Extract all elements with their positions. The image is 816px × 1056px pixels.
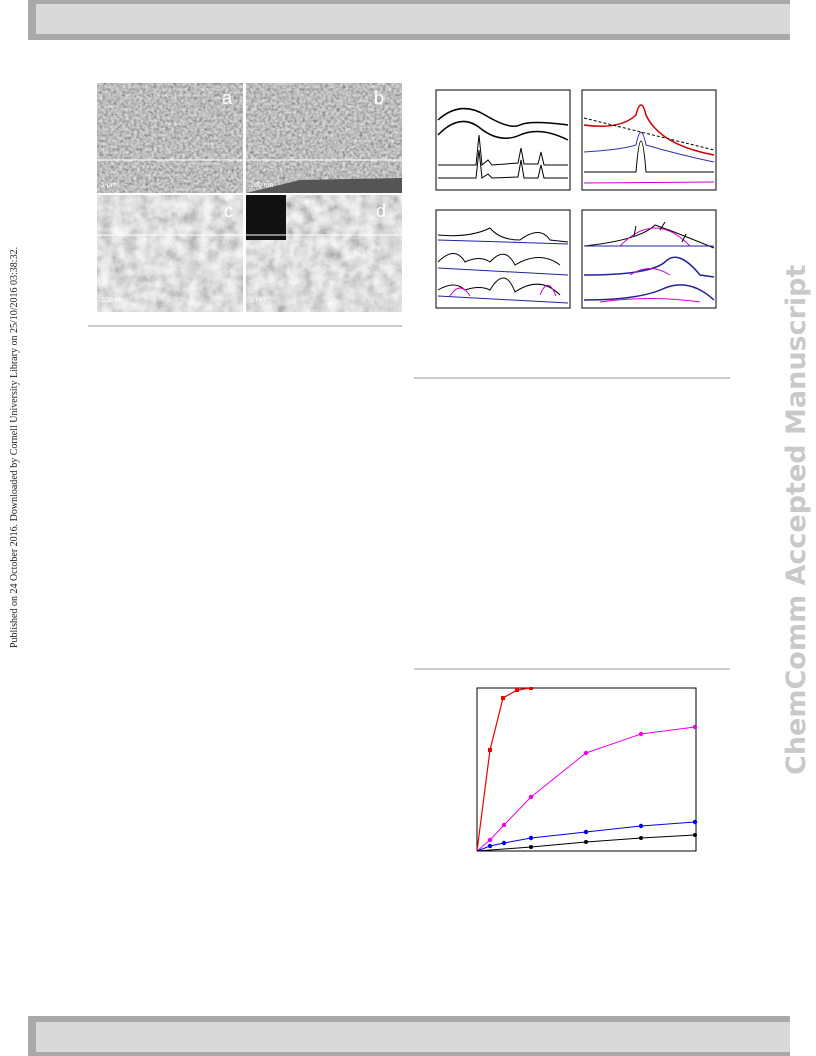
panel-label: d: [376, 201, 386, 221]
watermark: ChemComm Accepted Manuscript: [781, 264, 812, 775]
micrograph-c: [97, 195, 244, 312]
figure-2: [435, 89, 717, 309]
scale-bar-label: 5 nm: [250, 297, 266, 304]
scale-bar-label: 200 nm: [101, 297, 125, 304]
sidebar-text: Published on 24 October 2016. Downloaded…: [9, 247, 20, 648]
figure-1: a b c d 1 μm 100 nm 200 nm 5 nm: [97, 83, 402, 312]
micrograph-a: [97, 83, 244, 193]
scale-bar-label: 1 μm: [101, 182, 117, 189]
panel-label: a: [222, 88, 233, 108]
scale-bar-label: 100 nm: [250, 182, 274, 189]
panel-label: c: [224, 201, 233, 221]
micrograph-b: [246, 83, 402, 193]
header-bar: [28, 0, 790, 40]
figure-3: [476, 687, 698, 852]
panel-label: b: [374, 88, 384, 108]
footer-bar: [28, 1016, 790, 1056]
